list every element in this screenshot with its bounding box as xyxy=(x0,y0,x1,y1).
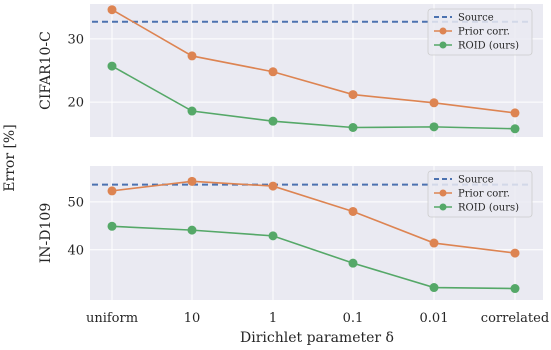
legend-entry-label: ROID (ours) xyxy=(458,203,519,214)
data-point-prior-corr xyxy=(187,51,197,61)
data-point-roid-ours xyxy=(107,61,117,71)
data-point-roid-ours xyxy=(429,283,439,293)
y-tick-label: 20 xyxy=(67,96,84,111)
legend-frame xyxy=(427,170,533,218)
panel-ind109: 40 50 Source Prior corr. ROID (ours) xyxy=(67,166,543,300)
x-tick-label: correlated xyxy=(481,311,549,326)
series-line-roid-ours xyxy=(111,65,516,130)
x-tick-label: 0.01 xyxy=(420,311,449,326)
legend-entry-label: Prior corr. xyxy=(458,189,510,200)
data-point-roid-ours xyxy=(268,116,278,126)
legend-entry-label: ROID (ours) xyxy=(458,41,519,52)
y-tick-label: 50 xyxy=(67,195,84,210)
data-point-prior-corr xyxy=(510,108,520,118)
data-point-prior-corr xyxy=(429,238,439,248)
data-point-roid-ours xyxy=(348,123,358,132)
data-point-roid-ours xyxy=(510,284,520,294)
legend: Source Prior corr. ROID (ours) xyxy=(427,8,533,56)
data-point-roid-ours xyxy=(348,258,358,268)
legend-frame xyxy=(427,8,533,56)
y-tick-label: 40 xyxy=(67,243,84,258)
series-line-roid-ours xyxy=(111,225,516,290)
data-point-prior-corr xyxy=(268,67,278,77)
data-point-roid-ours xyxy=(187,225,197,235)
y-tick-label: 30 xyxy=(67,32,84,47)
series-line-prior-corr xyxy=(111,180,516,254)
x-tick-labels: uniform 10 1 0.1 0.01 correlated xyxy=(86,311,549,326)
series-line-prior-corr xyxy=(111,9,516,114)
shared-y-axis-label: Error [%] xyxy=(2,124,18,191)
data-point-roid-ours xyxy=(187,106,197,116)
data-point-prior-corr xyxy=(348,206,358,216)
x-tick-label: 10 xyxy=(184,311,201,326)
data-point-roid-ours xyxy=(268,231,278,241)
data-point-roid-ours xyxy=(107,221,117,231)
data-point-prior-corr xyxy=(510,248,520,258)
data-point-roid-ours xyxy=(510,124,520,134)
data-point-prior-corr xyxy=(107,5,117,15)
legend-marker xyxy=(439,41,447,49)
legend-entry-label: Prior corr. xyxy=(458,27,510,38)
data-point-prior-corr xyxy=(187,176,197,186)
x-tick-label: 1 xyxy=(269,311,277,326)
data-point-prior-corr xyxy=(107,186,117,196)
legend-marker xyxy=(439,27,447,35)
legend: Source Prior corr. ROID (ours) xyxy=(427,170,533,218)
y-axis-label-ind109: IN-D109 xyxy=(38,203,54,263)
legend-entry-label: Source xyxy=(458,175,494,186)
data-point-prior-corr xyxy=(429,98,439,108)
x-tick-label: uniform xyxy=(86,311,138,326)
y-axis-label-cifar10c: CIFAR10-C xyxy=(38,31,54,110)
x-tick-label: 0.1 xyxy=(343,311,364,326)
legend-marker xyxy=(439,189,447,197)
x-axis-label: Dirichlet parameter δ xyxy=(240,330,394,346)
data-point-prior-corr xyxy=(348,90,358,100)
legend-entry-label: Source xyxy=(458,13,494,24)
panel-cifar10c: 20 30 Source Prior corr. ROID (ours) xyxy=(67,4,543,137)
legend-marker xyxy=(439,203,447,211)
data-point-prior-corr xyxy=(268,181,278,191)
data-point-roid-ours xyxy=(429,122,439,132)
